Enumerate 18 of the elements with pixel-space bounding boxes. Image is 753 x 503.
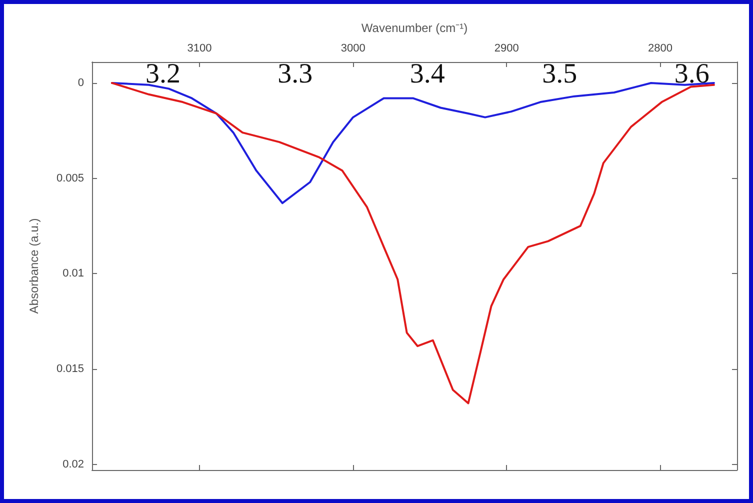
y-tick-label: 0.02: [62, 458, 84, 470]
annotation: 3.2: [145, 58, 180, 90]
annotation: 3.6: [674, 58, 710, 90]
y-tick-label: 0.005: [56, 172, 84, 184]
line-series: [110, 82, 715, 404]
line-series: [110, 82, 715, 204]
x-tick-label: 2900: [494, 42, 519, 54]
y-tick-label: 0.015: [56, 362, 84, 375]
y-axis-title: Absorbance (a.u.): [27, 218, 41, 314]
x-tick-label: 3000: [340, 42, 366, 54]
y-tick-label: 0: [78, 76, 84, 89]
x-tick-label: 3100: [187, 42, 212, 54]
y-tick-label: 0.01: [62, 268, 84, 280]
x-tick-label: 2800: [648, 42, 672, 54]
annotation: 3.4: [410, 58, 445, 90]
annotation: 3.3: [278, 58, 313, 90]
x-axis-title: Wavenumber (cm⁻¹): [361, 21, 468, 35]
annotation: 3.5: [542, 58, 578, 90]
